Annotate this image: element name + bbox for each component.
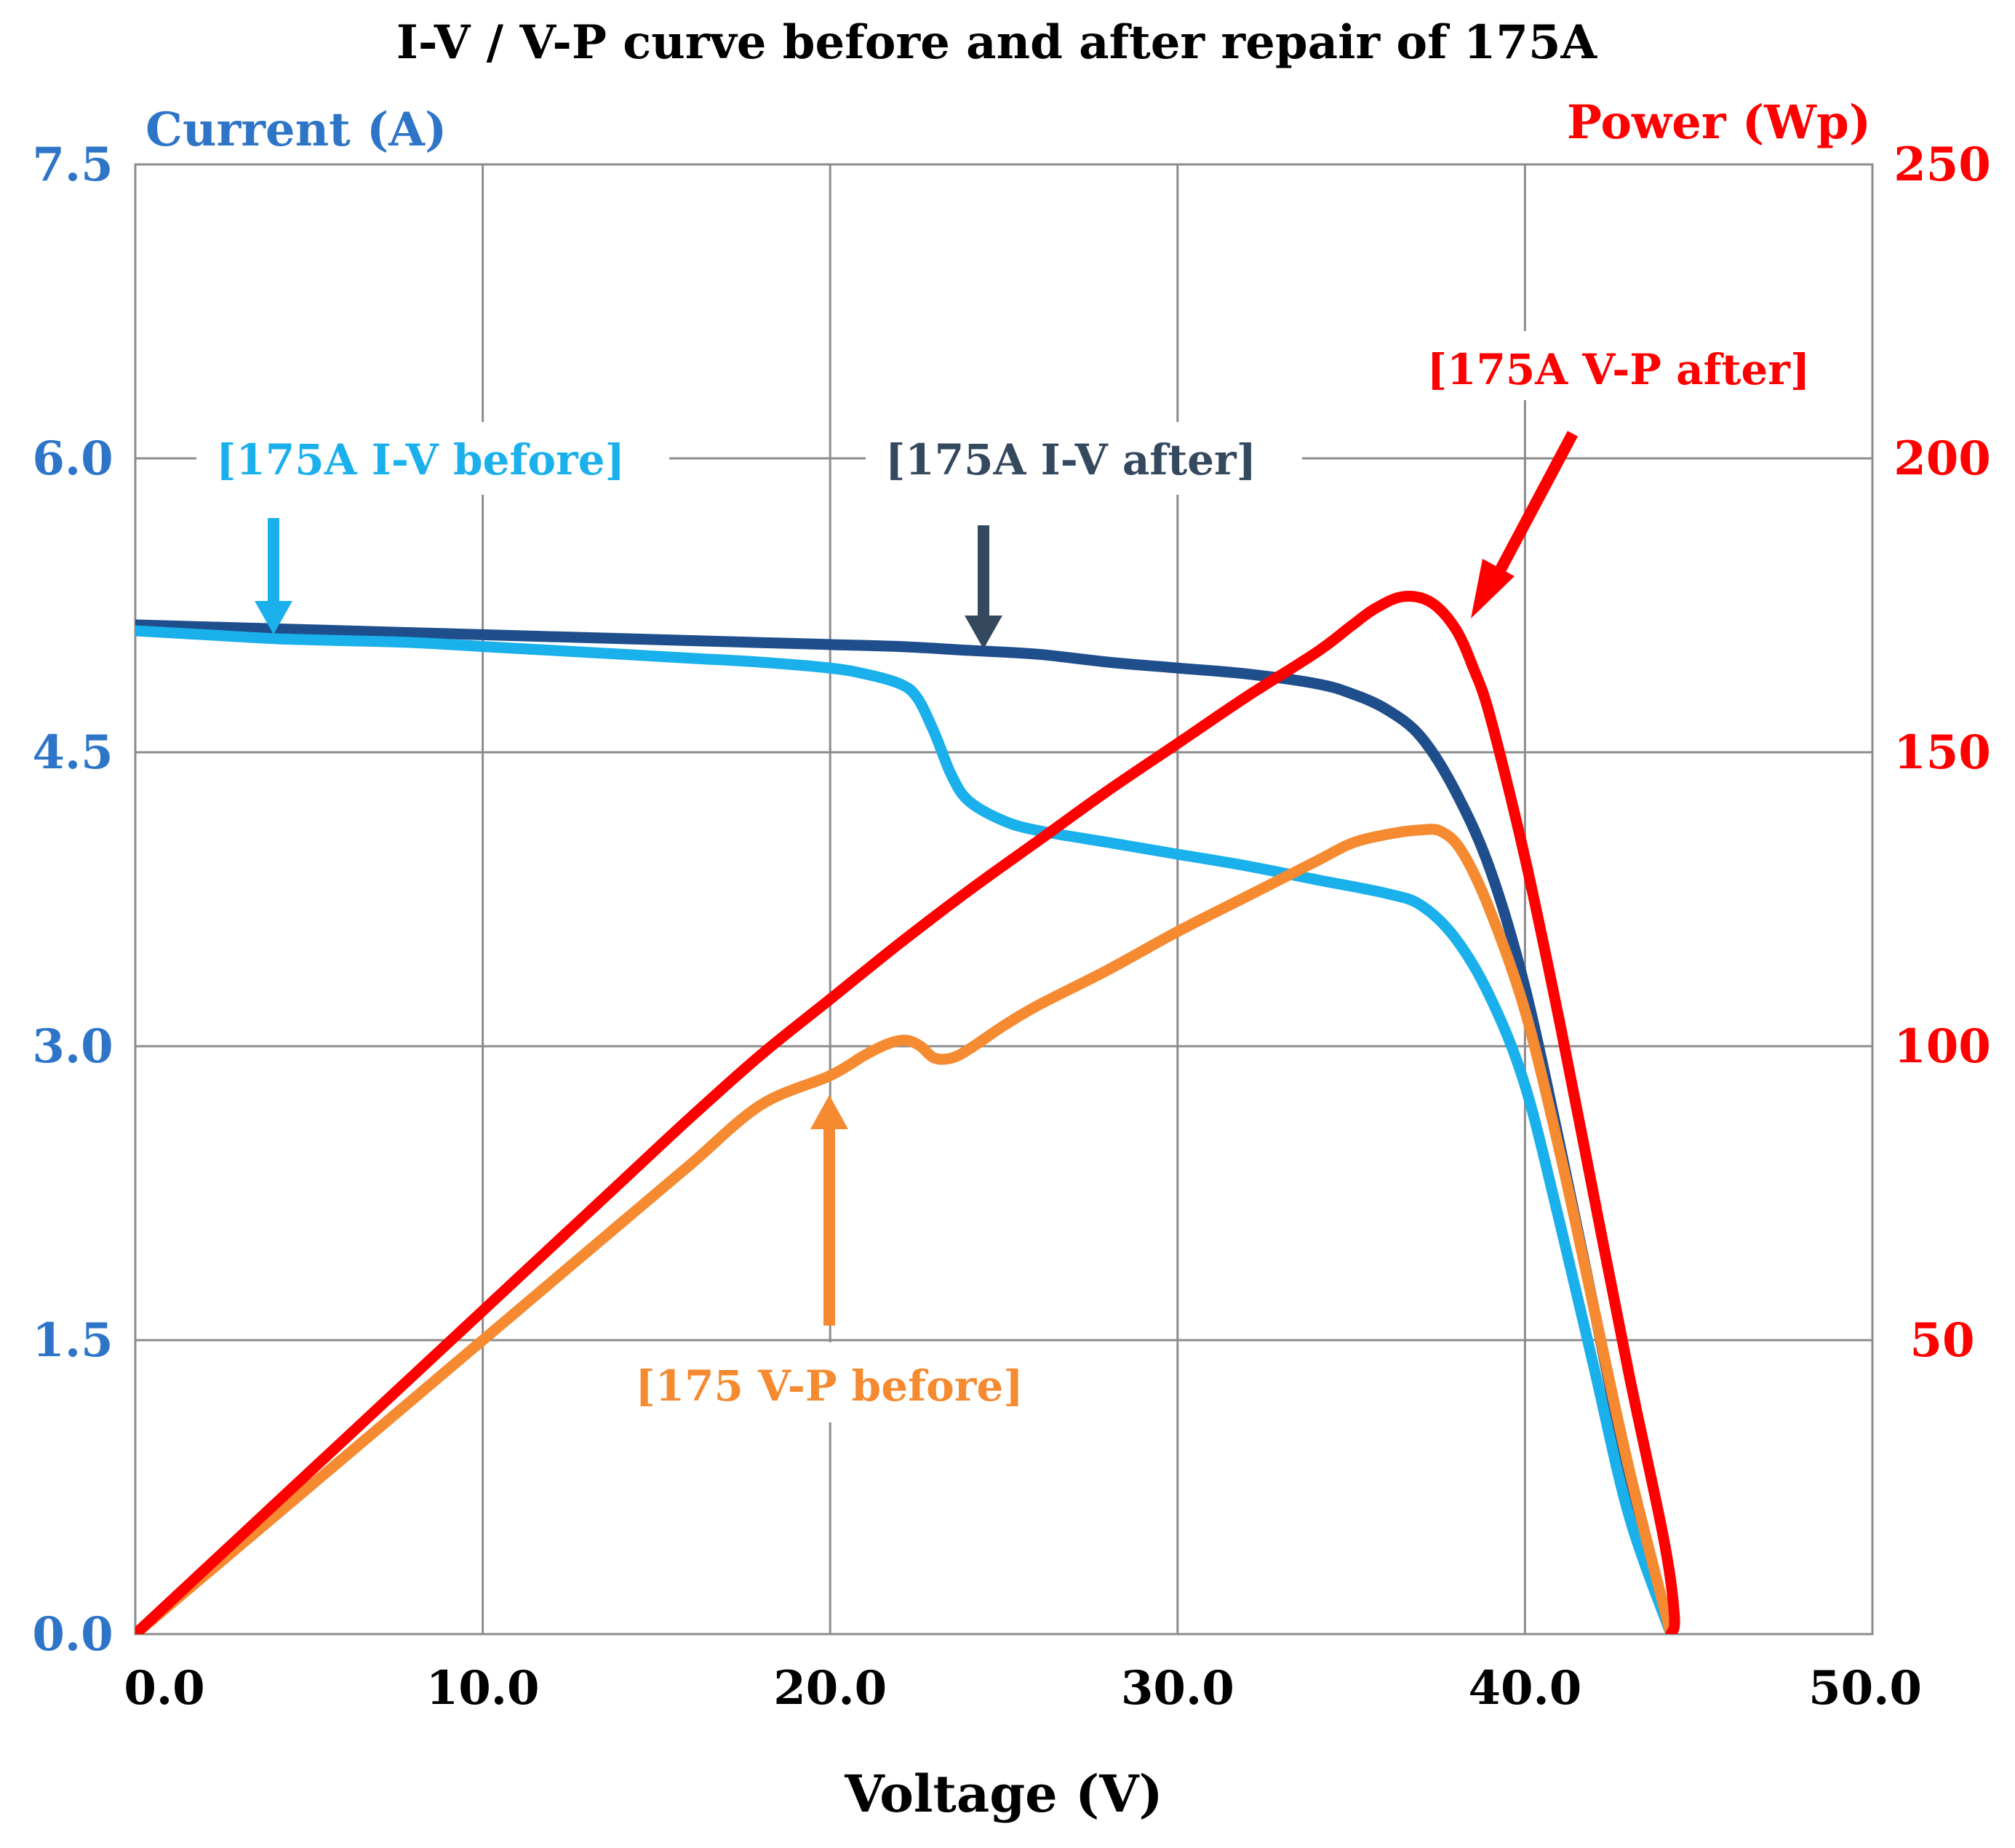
left-axis-ticks: 0.0 1.5 3.0 4.5 6.0 7.5 bbox=[32, 138, 113, 1662]
label-vp-before: [175 V-P before] bbox=[635, 1361, 1023, 1411]
arrow-iv-before bbox=[255, 518, 292, 634]
label-bg-vp-before bbox=[596, 1342, 1077, 1422]
arrow-iv-after bbox=[965, 525, 1002, 649]
right-tick-label: 100 bbox=[1894, 1019, 1991, 1074]
label-iv-before: [175A I-V before] bbox=[216, 435, 625, 485]
arrow-vp-before bbox=[810, 1095, 848, 1326]
x-axis-label: Voltage (V) bbox=[844, 1764, 1162, 1824]
x-tick-label: 0.0 bbox=[124, 1661, 204, 1716]
chart-title: I-V / V-P curve before and after repair … bbox=[396, 15, 1598, 70]
left-tick-label: 7.5 bbox=[32, 138, 113, 192]
arrow-vp-after bbox=[1471, 431, 1579, 618]
x-tick-label: 40.0 bbox=[1468, 1661, 1581, 1716]
annotations: [175A I-V before] [175A I-V after] [175A… bbox=[196, 331, 1826, 1422]
series-lines bbox=[135, 591, 1680, 1634]
left-tick-label: 0.0 bbox=[32, 1607, 113, 1662]
x-tick-label: 50.0 bbox=[1808, 1661, 1922, 1716]
x-axis-ticks: 0.0 10.0 20.0 30.0 40.0 50.0 bbox=[124, 1661, 1922, 1716]
right-axis-ticks: 50 100 150 200 250 bbox=[1894, 138, 1991, 1368]
x-tick-label: 10.0 bbox=[426, 1661, 540, 1716]
right-tick-label: 200 bbox=[1894, 431, 1991, 486]
label-iv-after: [175A I-V after] bbox=[885, 435, 1256, 485]
series-iv-before bbox=[135, 625, 1677, 1634]
left-tick-label: 6.0 bbox=[32, 431, 113, 486]
right-tick-label: 50 bbox=[1910, 1313, 1974, 1368]
x-tick-label: 30.0 bbox=[1121, 1661, 1234, 1716]
series-vp-before bbox=[135, 824, 1677, 1634]
series-vp-after bbox=[135, 591, 1680, 1634]
label-vp-after: [175A V-P after] bbox=[1427, 345, 1811, 394]
x-tick-label: 20.0 bbox=[773, 1661, 887, 1716]
right-tick-label: 150 bbox=[1894, 725, 1991, 780]
left-axis-label: Current (A) bbox=[145, 103, 447, 157]
left-tick-label: 3.0 bbox=[32, 1019, 113, 1074]
label-bg-vp-after bbox=[1411, 331, 1826, 400]
label-bg-iv-before bbox=[196, 422, 669, 495]
right-tick-label: 250 bbox=[1894, 138, 1991, 192]
right-axis-label: Power (Wp) bbox=[1567, 95, 1871, 150]
left-tick-label: 1.5 bbox=[32, 1313, 113, 1368]
label-bg-iv-after bbox=[866, 422, 1302, 495]
left-tick-label: 4.5 bbox=[32, 725, 113, 780]
